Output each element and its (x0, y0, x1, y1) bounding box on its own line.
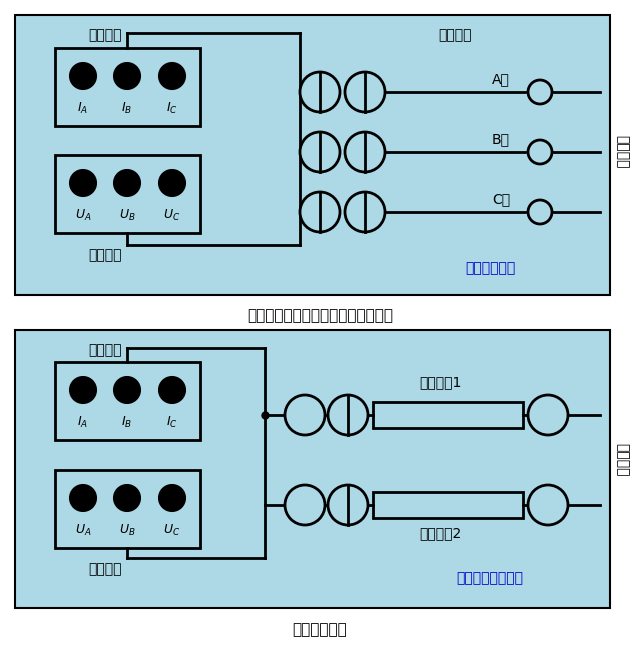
Circle shape (528, 395, 568, 435)
Circle shape (528, 80, 552, 104)
Circle shape (114, 485, 140, 511)
Text: B相: B相 (492, 132, 510, 146)
Circle shape (345, 132, 385, 172)
Text: 零序电容接线: 零序电容接线 (465, 261, 515, 275)
Text: $I_A$: $I_A$ (78, 101, 88, 116)
Text: C相: C相 (492, 192, 510, 206)
Circle shape (70, 485, 96, 511)
Text: $U_A$: $U_A$ (75, 522, 91, 537)
Text: 被测线路1: 被测线路1 (419, 375, 461, 389)
Text: $U_C$: $U_C$ (163, 522, 181, 537)
Text: 零序电容接线或者按照正序电容接线: 零序电容接线或者按照正序电容接线 (247, 308, 393, 323)
Circle shape (300, 132, 340, 172)
Circle shape (345, 72, 385, 112)
Circle shape (300, 192, 340, 232)
Text: 耦合电容接线: 耦合电容接线 (293, 622, 347, 637)
Text: 对端悬空: 对端悬空 (615, 443, 629, 477)
Circle shape (114, 377, 140, 403)
Text: 仓器输出: 仓器输出 (88, 343, 122, 357)
Circle shape (328, 395, 368, 435)
Bar (15, 330, 610, 608)
Text: 电压测量: 电压测量 (88, 248, 122, 262)
Text: 被测线路2: 被测线路2 (419, 526, 461, 540)
Bar (15, 15, 610, 295)
Text: 仓器输出: 仓器输出 (88, 28, 122, 42)
Circle shape (528, 140, 552, 164)
Bar (373, 492, 523, 518)
Bar (55, 470, 200, 548)
Text: $U_B$: $U_B$ (119, 208, 135, 223)
Text: $I_A$: $I_A$ (78, 415, 88, 430)
Circle shape (114, 170, 140, 196)
Circle shape (159, 63, 185, 89)
Circle shape (528, 200, 552, 224)
Text: $I_B$: $I_B$ (121, 415, 133, 430)
Circle shape (70, 63, 96, 89)
Text: A相: A相 (492, 72, 510, 86)
Circle shape (285, 485, 325, 525)
Circle shape (285, 395, 325, 435)
Text: 电压测量: 电压测量 (88, 562, 122, 576)
Bar (55, 155, 200, 233)
Text: $U_C$: $U_C$ (163, 208, 181, 223)
Circle shape (159, 170, 185, 196)
Bar (55, 362, 200, 440)
Circle shape (528, 485, 568, 525)
Text: $I_C$: $I_C$ (166, 415, 178, 430)
Text: 被测线路: 被测线路 (438, 28, 472, 42)
Circle shape (159, 377, 185, 403)
Text: 耦合电容测量接线: 耦合电容测量接线 (456, 571, 524, 585)
Text: 对端悬空: 对端悬空 (615, 135, 629, 168)
Circle shape (300, 72, 340, 112)
Text: $I_B$: $I_B$ (121, 101, 133, 116)
Circle shape (70, 170, 96, 196)
Bar (55, 48, 200, 126)
Bar (373, 402, 523, 428)
Circle shape (114, 63, 140, 89)
Circle shape (70, 377, 96, 403)
Circle shape (345, 192, 385, 232)
Circle shape (328, 485, 368, 525)
Text: $U_A$: $U_A$ (75, 208, 91, 223)
Circle shape (159, 485, 185, 511)
Text: $I_C$: $I_C$ (166, 101, 178, 116)
Text: $U_B$: $U_B$ (119, 522, 135, 537)
